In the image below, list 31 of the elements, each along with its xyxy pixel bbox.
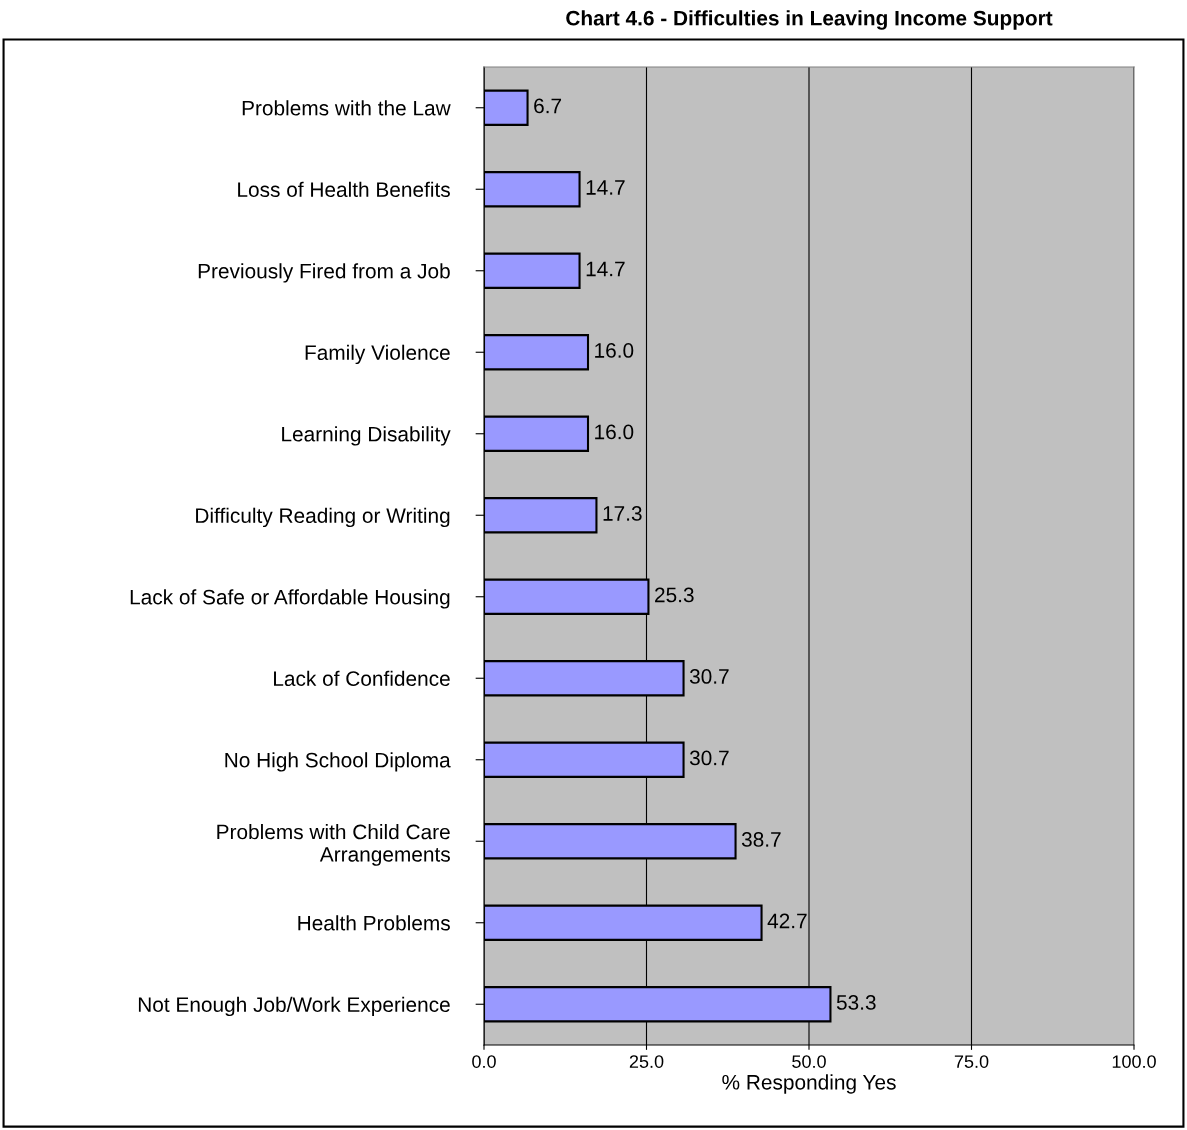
data-label: 14.7 xyxy=(586,261,625,277)
data-label: 6.7 xyxy=(534,98,562,114)
y-tick-label: Difficulty Reading or Writing xyxy=(196,507,450,528)
data-label: 30.7 xyxy=(689,750,729,766)
y-tick-label: Loss of Health Benefits xyxy=(238,181,450,197)
x-tick-label: 100.0 xyxy=(1112,1055,1156,1068)
x-tick-label: 0.0 xyxy=(472,1055,496,1068)
y-tick-label: Learning Disability xyxy=(282,426,451,446)
data-label: 16.0 xyxy=(595,424,634,440)
y-tick-label: No High School Diploma xyxy=(225,752,451,772)
data-label: 30.7 xyxy=(689,669,729,684)
y-tick-label: Problems with Child Care Arrangements xyxy=(217,823,450,866)
x-tick-label: 75.0 xyxy=(954,1055,989,1068)
y-tick-label: Not Enough Job/Work Experience xyxy=(138,996,450,1017)
x-tick-label: 50.0 xyxy=(792,1055,826,1068)
chart-title: Chart 4.6 - Difficulties in Leaving Income Support xyxy=(566,10,1053,30)
data-label: 53.3 xyxy=(836,995,876,1010)
y-tick-label: Lack of Confidence xyxy=(274,670,450,686)
x-axis-title: % Responding Yes xyxy=(722,1074,896,1094)
x-tick-label: 25.0 xyxy=(629,1055,664,1068)
data-label: 16.0 xyxy=(595,343,634,358)
y-tick-label: Family Violence xyxy=(305,344,450,365)
y-tick-label: Problems with the Law xyxy=(242,100,451,116)
data-label: 38.7 xyxy=(741,832,781,847)
data-label: 17.3 xyxy=(603,506,642,521)
data-label: 25.3 xyxy=(655,587,694,603)
data-label: 14.7 xyxy=(586,180,625,195)
y-tick-label: Previously Fired from a Job xyxy=(198,263,450,283)
data-label: 42.7 xyxy=(767,913,807,929)
y-tick-label: Health Problems xyxy=(298,915,450,931)
y-tick-label: Lack of Safe or Affordable Housing xyxy=(130,589,450,609)
